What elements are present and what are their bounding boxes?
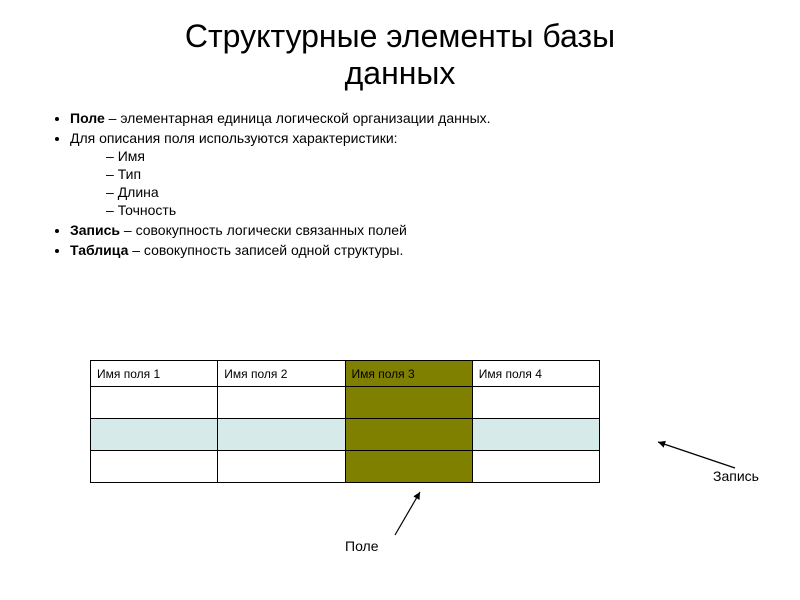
char-length: Длина — [106, 184, 760, 200]
slide-title: Структурные элементы базы данных — [0, 0, 800, 92]
bullet-record: Запись – совокупность логически связанны… — [70, 222, 760, 238]
data-row-2-highlight — [91, 419, 650, 451]
bullet-field: Поле – элементарная единица логической о… — [70, 110, 760, 126]
db-table-area: Имя поля 1 Имя поля 2 Имя поля 3 Имя пол… — [90, 360, 650, 483]
term-table: Таблица — [70, 242, 128, 258]
title-line-2: данных — [345, 55, 456, 91]
bullet-table: Таблица – совокупность записей одной стр… — [70, 242, 760, 258]
char-sublist: Имя Тип Длина Точность — [70, 148, 760, 218]
header-cell-2: Имя поля 2 — [218, 361, 345, 387]
cell-r3c2 — [218, 451, 345, 483]
label-record: Запись — [713, 468, 759, 484]
spacer-cell — [600, 387, 650, 419]
char-precision: Точность — [106, 202, 760, 218]
db-table: Имя поля 1 Имя поля 2 Имя поля 3 Имя пол… — [90, 360, 650, 483]
char-intro: Для описания поля используются характери… — [70, 130, 398, 146]
term-field: Поле — [70, 110, 105, 126]
content-area: Поле – элементарная единица логической о… — [0, 92, 800, 258]
cell-r1c2 — [218, 387, 345, 419]
cell-r3c1 — [91, 451, 218, 483]
spacer-cell — [600, 451, 650, 483]
def-record: – совокупность логически связанных полей — [120, 222, 407, 238]
row-extension — [600, 419, 650, 451]
header-cell-3: Имя поля 3 — [345, 361, 472, 387]
bullet-list: Поле – элементарная единица логической о… — [40, 110, 760, 258]
data-row-3 — [91, 451, 650, 483]
cell-r1c1 — [91, 387, 218, 419]
cell-r1c4 — [472, 387, 599, 419]
header-cell-4: Имя поля 4 — [472, 361, 599, 387]
cell-r3c3 — [345, 451, 472, 483]
arrow-to-field — [395, 492, 420, 535]
cell-r2c1 — [91, 419, 218, 451]
data-row-1 — [91, 387, 650, 419]
cell-r2c4 — [472, 419, 599, 451]
char-type: Тип — [106, 166, 760, 182]
cell-r1c3 — [345, 387, 472, 419]
cell-r3c4 — [472, 451, 599, 483]
spacer-cell — [600, 361, 650, 387]
title-line-1: Структурные элементы базы — [185, 18, 615, 54]
bullet-characteristics: Для описания поля используются характери… — [70, 130, 760, 218]
term-record: Запись — [70, 222, 120, 238]
header-row: Имя поля 1 Имя поля 2 Имя поля 3 Имя пол… — [91, 361, 650, 387]
header-cell-1: Имя поля 1 — [91, 361, 218, 387]
arrow-to-record — [658, 442, 735, 468]
def-field: – элементарная единица логической органи… — [105, 110, 491, 126]
def-table: – совокупность записей одной структуры. — [128, 242, 403, 258]
cell-r2c3 — [345, 419, 472, 451]
cell-r2c2 — [218, 419, 345, 451]
label-field: Поле — [345, 538, 379, 554]
char-name: Имя — [106, 148, 760, 164]
